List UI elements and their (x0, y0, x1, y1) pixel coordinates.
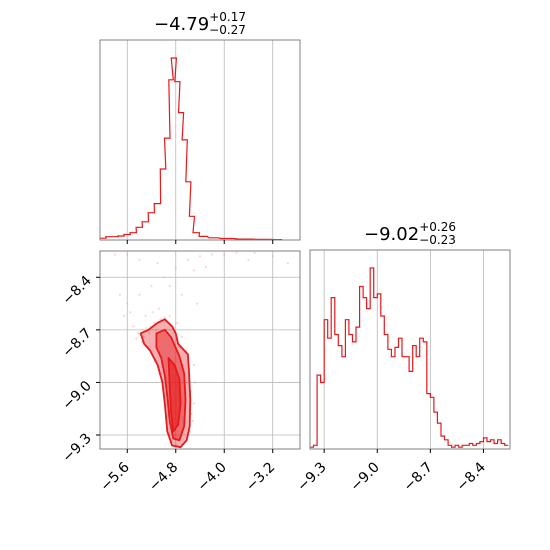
hist2-tick-label-1: −9.0 (348, 459, 383, 494)
joint-sample-55 (193, 364, 195, 366)
x-ticks-joint: −5.6 −4.8 −4.0 −3.2 (98, 449, 279, 495)
title-p2: −9.02+0.26 −0.23 (364, 220, 456, 247)
joint-sample-48 (138, 259, 140, 261)
joint-sample-57 (193, 402, 195, 404)
joint-contours (141, 319, 191, 447)
joint-ytick-label-1: −9.0 (59, 378, 94, 413)
panel-frame-joint (100, 251, 300, 449)
panel-frame-hist1 (100, 40, 300, 240)
joint-sample-35 (187, 259, 189, 261)
joint-sample-50 (169, 285, 171, 287)
marginal-histogram-p2: −9.3 −9.0 −8.7 −8.4 −9.02+0.26 −0.23 (294, 220, 510, 495)
joint-sample-32 (150, 285, 152, 287)
grid-hist1 (127, 40, 272, 240)
joint-sample-1 (141, 329, 143, 331)
joint-sample-13 (176, 322, 178, 324)
joint-sample-9 (144, 315, 146, 317)
joint-ytick-label-0: −9.3 (59, 430, 94, 465)
title-p1-lower: −0.27 (209, 23, 246, 37)
joint-sample-40 (253, 252, 255, 254)
joint-sample-36 (199, 255, 201, 257)
title-p1-upper: +0.17 (209, 10, 246, 24)
joint-sample-38 (223, 253, 225, 255)
joint-sample-43 (247, 259, 249, 261)
joint-sample-44 (205, 266, 207, 268)
joint-sample-37 (211, 253, 213, 255)
joint-sample-42 (287, 262, 289, 264)
joint-sample-54 (123, 315, 125, 317)
joint-sample-53 (129, 311, 131, 313)
joint-sample-10 (152, 311, 154, 313)
hist2-tick-label-2: −8.7 (401, 459, 436, 494)
joint-xtick-label-1: −4.8 (146, 459, 181, 494)
ticks-hist2: −9.3 −9.0 −8.7 −8.4 (294, 449, 489, 495)
histogram-p2-series (310, 268, 508, 447)
joint-panel-p1-p2: −5.6 −4.8 −4.0 −3.2 −9.3 −9.0 −8.7 −8.4 (59, 251, 300, 495)
joint-sample-29 (126, 303, 128, 305)
joint-xtick-label-3: −3.2 (243, 459, 278, 494)
title-p2-lower: −0.23 (419, 233, 456, 247)
joint-sample-31 (138, 294, 140, 296)
joint-sample-14 (181, 336, 183, 338)
grid-joint (100, 251, 300, 449)
joint-sample-51 (181, 294, 183, 296)
joint-sample-6 (164, 317, 166, 319)
joint-ytick-label-3: −8.4 (59, 273, 94, 308)
joint-sample-8 (132, 325, 134, 327)
joint-sample-46 (114, 253, 116, 255)
joint-sample-49 (157, 262, 159, 264)
joint-sample-30 (119, 294, 121, 296)
joint-sample-58 (192, 420, 194, 422)
y-ticks-joint: −9.3 −9.0 −8.7 −8.4 (59, 273, 100, 466)
marginal-histogram-p1: −4.79+0.17 −0.27 (100, 10, 300, 244)
joint-samples (114, 252, 289, 447)
joint-sample-56 (194, 381, 196, 383)
joint-sample-45 (193, 269, 195, 271)
hist2-tick-label-3: −8.4 (454, 459, 489, 494)
joint-sample-2 (146, 327, 148, 329)
joint-sample-11 (158, 308, 160, 310)
joint-xtick-label-0: −5.6 (98, 459, 133, 494)
joint-sample-52 (196, 303, 198, 305)
title-p2-upper: +0.26 (419, 220, 456, 234)
joint-sample-0 (137, 332, 139, 334)
title-p2-median: −9.02 (364, 224, 419, 245)
joint-sample-41 (272, 255, 274, 257)
joint-xtick-label-2: −4.0 (194, 459, 229, 494)
panel-frame-hist2 (310, 250, 510, 449)
joint-sample-12 (169, 315, 171, 317)
joint-sample-39 (235, 252, 237, 254)
ticks-hist1 (127, 240, 272, 244)
joint-sample-33 (163, 276, 165, 278)
hist2-tick-label-0: −9.3 (294, 459, 329, 494)
joint-sample-7 (135, 338, 137, 340)
joint-sample-34 (175, 267, 177, 269)
joint-sample-47 (126, 253, 128, 255)
joint-ytick-label-2: −8.7 (59, 325, 94, 360)
title-p1: −4.79+0.17 −0.27 (154, 10, 246, 37)
grid-hist2 (324, 250, 483, 449)
title-p1-median: −4.79 (154, 14, 209, 35)
